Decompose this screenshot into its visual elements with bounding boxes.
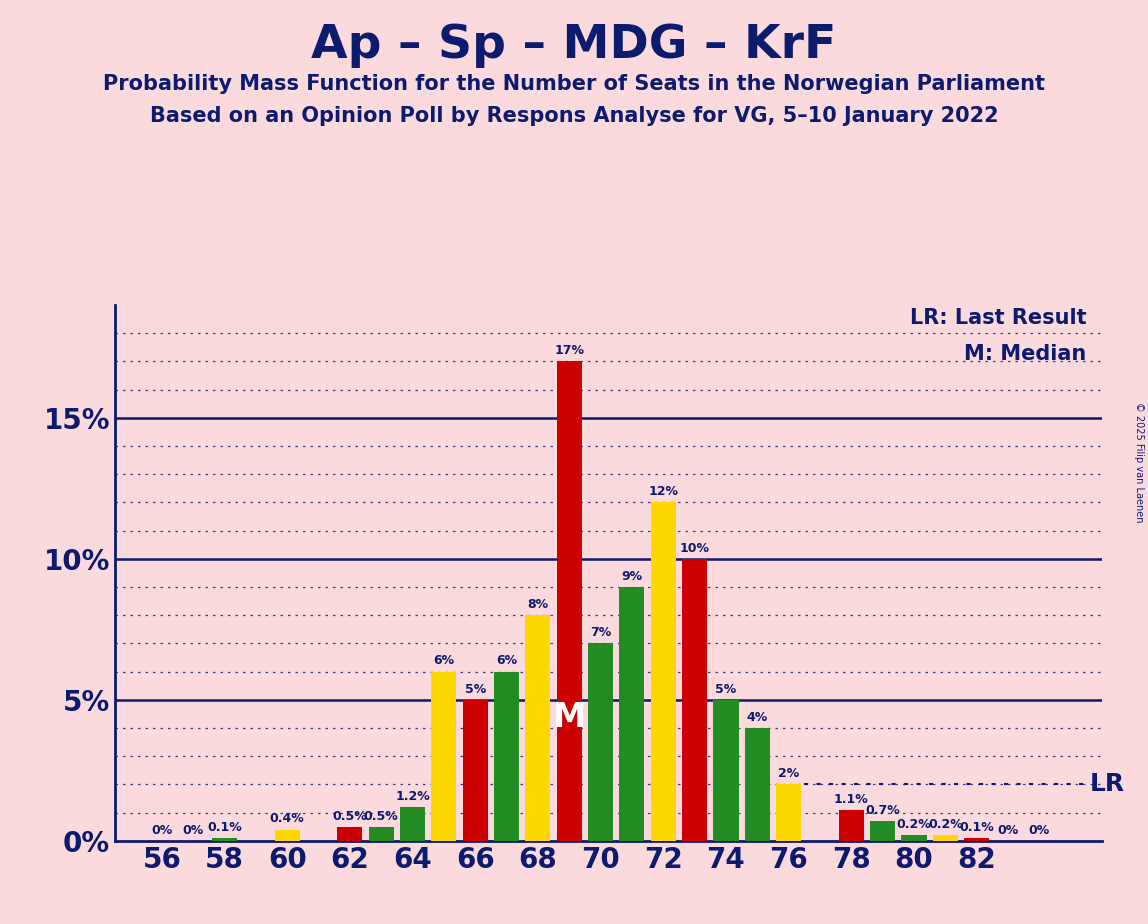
Bar xyxy=(494,672,519,841)
Bar xyxy=(274,830,300,841)
Text: Ap – Sp – MDG – KrF: Ap – Sp – MDG – KrF xyxy=(311,23,837,68)
Text: 1.1%: 1.1% xyxy=(833,793,869,806)
Text: 0.5%: 0.5% xyxy=(364,809,398,822)
Bar xyxy=(369,827,394,841)
Text: 8%: 8% xyxy=(527,598,549,611)
Bar xyxy=(776,784,801,841)
Text: 0.1%: 0.1% xyxy=(960,821,994,833)
Text: 0%: 0% xyxy=(152,824,172,837)
Bar xyxy=(620,587,644,841)
Bar xyxy=(212,838,236,841)
Bar xyxy=(557,361,582,841)
Text: 7%: 7% xyxy=(590,626,611,639)
Text: 2%: 2% xyxy=(778,767,799,780)
Text: 0.2%: 0.2% xyxy=(928,818,963,831)
Text: 0.1%: 0.1% xyxy=(207,821,242,833)
Bar xyxy=(588,643,613,841)
Bar xyxy=(463,699,488,841)
Text: LR: LR xyxy=(1089,772,1125,796)
Bar xyxy=(870,821,895,841)
Text: 0.4%: 0.4% xyxy=(270,812,304,825)
Text: 0%: 0% xyxy=(183,824,204,837)
Bar xyxy=(964,838,990,841)
Bar xyxy=(745,728,770,841)
Text: LR: Last Result: LR: Last Result xyxy=(909,308,1086,328)
Text: M: M xyxy=(552,700,585,734)
Bar xyxy=(839,809,864,841)
Text: 1.2%: 1.2% xyxy=(395,790,430,803)
Text: 6%: 6% xyxy=(496,654,517,667)
Text: 0%: 0% xyxy=(1029,824,1050,837)
Bar xyxy=(526,615,550,841)
Text: 17%: 17% xyxy=(554,344,584,357)
Text: M: Median: M: Median xyxy=(964,345,1086,364)
Text: 10%: 10% xyxy=(680,541,709,554)
Bar xyxy=(651,503,676,841)
Text: © 2025 Filip van Laenen: © 2025 Filip van Laenen xyxy=(1134,402,1143,522)
Bar xyxy=(432,672,457,841)
Text: Based on an Opinion Poll by Respons Analyse for VG, 5–10 January 2022: Based on an Opinion Poll by Respons Anal… xyxy=(149,106,999,127)
Bar xyxy=(901,835,926,841)
Text: 5%: 5% xyxy=(465,683,486,696)
Bar xyxy=(682,559,707,841)
Text: 0.2%: 0.2% xyxy=(897,818,931,831)
Bar xyxy=(400,807,425,841)
Text: 12%: 12% xyxy=(649,485,678,498)
Bar xyxy=(713,699,738,841)
Text: 0%: 0% xyxy=(998,824,1018,837)
Text: 0.7%: 0.7% xyxy=(866,804,900,817)
Text: 4%: 4% xyxy=(746,711,768,723)
Text: 0.5%: 0.5% xyxy=(333,809,367,822)
Bar xyxy=(338,827,363,841)
Bar xyxy=(933,835,957,841)
Text: 5%: 5% xyxy=(715,683,737,696)
Text: Probability Mass Function for the Number of Seats in the Norwegian Parliament: Probability Mass Function for the Number… xyxy=(103,74,1045,94)
Text: 6%: 6% xyxy=(433,654,455,667)
Text: 9%: 9% xyxy=(621,570,643,583)
